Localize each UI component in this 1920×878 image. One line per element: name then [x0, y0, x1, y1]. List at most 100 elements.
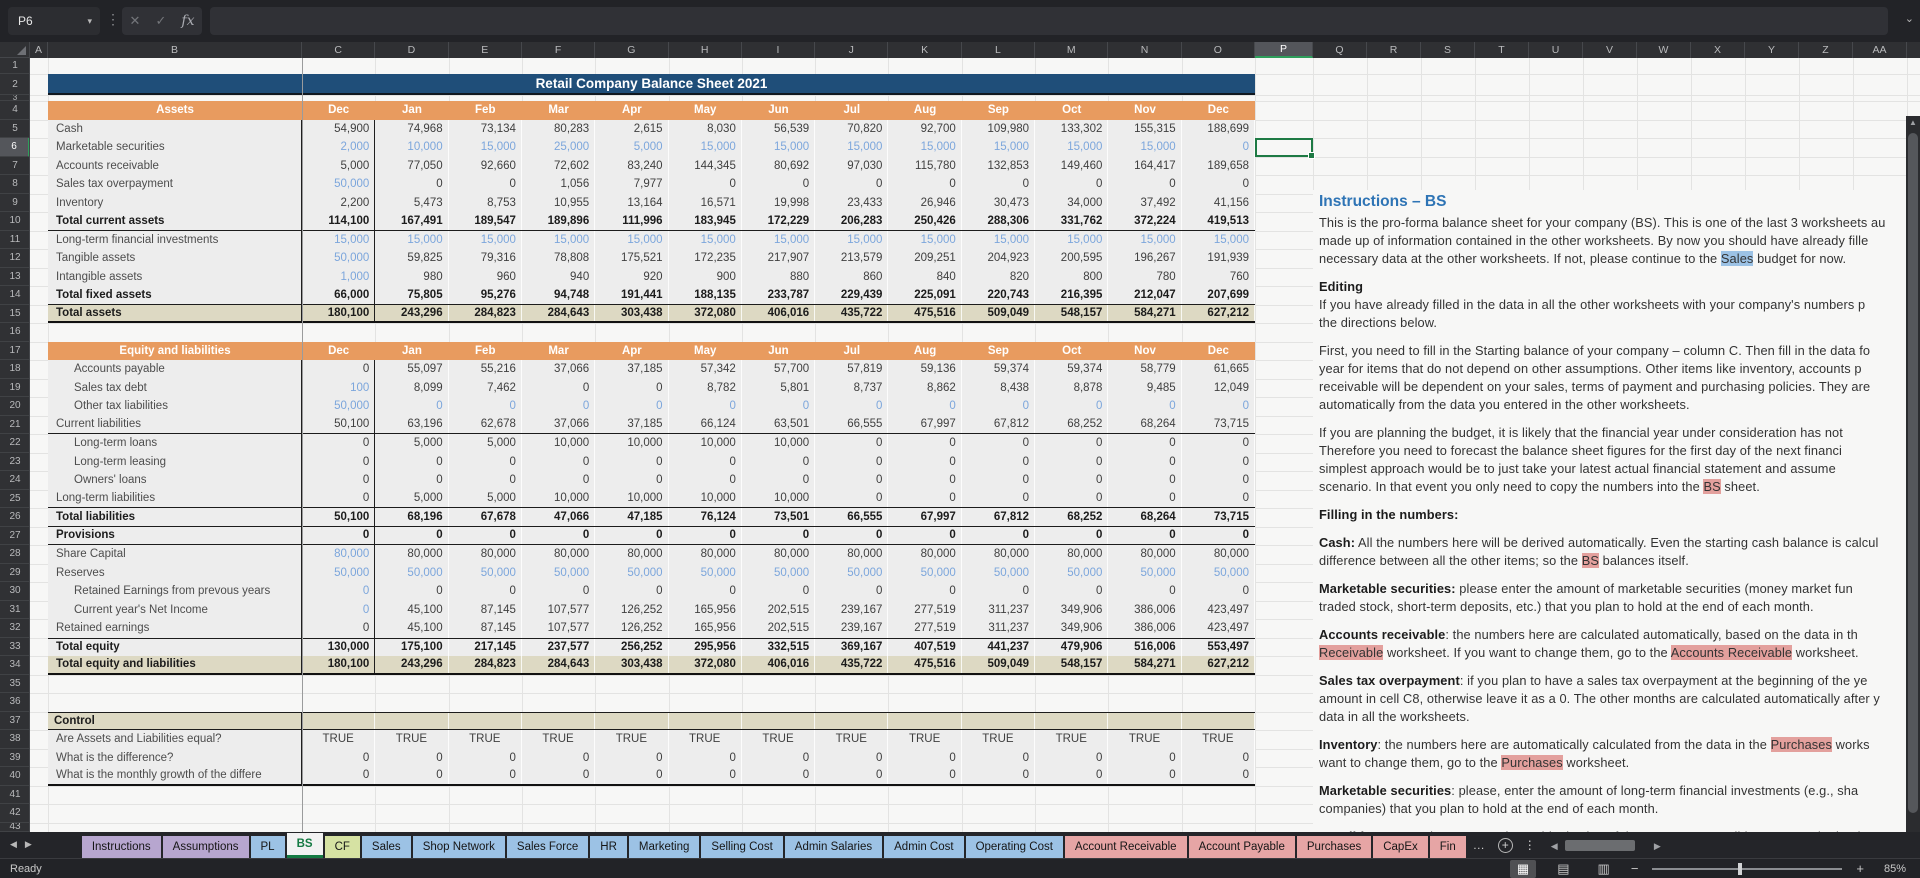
cell[interactable]: 202,515 — [742, 619, 815, 638]
cell[interactable]: 8,753 — [449, 194, 522, 213]
cell[interactable]: 63,196 — [375, 416, 448, 434]
cell[interactable]: 87,145 — [449, 601, 522, 620]
col-header-Y[interactable]: Y — [1745, 42, 1799, 58]
month-header[interactable]: Nov — [1108, 342, 1181, 361]
cell[interactable]: 0 — [962, 527, 1035, 545]
tab-scroll-right-icon[interactable]: ▶ — [25, 839, 32, 850]
cell[interactable]: 67,997 — [888, 508, 961, 526]
cell[interactable] — [449, 713, 522, 730]
col-header-AA[interactable]: AA — [1853, 42, 1907, 58]
cell[interactable]: 0 — [888, 767, 961, 784]
cell[interactable]: 920 — [595, 268, 668, 287]
cell[interactable]: 0 — [449, 527, 522, 545]
cell[interactable]: TRUE — [522, 730, 595, 749]
cell[interactable]: TRUE — [1182, 730, 1255, 749]
month-header[interactable]: Jun — [742, 101, 815, 120]
cell[interactable]: 50,000 — [302, 397, 375, 416]
cell[interactable]: 0 — [1035, 527, 1108, 545]
col-header-K[interactable]: K — [888, 42, 961, 58]
cell[interactable]: 92,660 — [449, 157, 522, 176]
cell[interactable]: 1,056 — [522, 175, 595, 194]
cell[interactable]: 9,485 — [1108, 379, 1181, 398]
col-header-O[interactable]: O — [1182, 42, 1255, 58]
cell[interactable]: 172,235 — [669, 249, 742, 268]
cell[interactable]: 0 — [1108, 582, 1181, 601]
cell[interactable]: 50,000 — [742, 564, 815, 583]
cell[interactable]: 66,000 — [302, 286, 375, 304]
cell[interactable]: 0 — [742, 397, 815, 416]
normal-view-icon[interactable]: ▦ — [1510, 860, 1536, 878]
name-box[interactable]: P6 ▾ — [8, 7, 100, 35]
cell[interactable]: 250,426 — [888, 212, 961, 230]
col-header-L[interactable]: L — [962, 42, 1035, 58]
month-header[interactable]: Jan — [375, 101, 448, 120]
cell[interactable]: 406,016 — [742, 656, 815, 673]
sheet-tab-shop-network[interactable]: Shop Network — [413, 836, 505, 858]
cell[interactable]: 77,050 — [375, 157, 448, 176]
month-header[interactable]: Jan — [375, 342, 448, 361]
cell[interactable]: 207,699 — [1182, 286, 1255, 304]
cell[interactable]: 0 — [888, 490, 961, 508]
cell[interactable]: 0 — [302, 360, 375, 379]
cell[interactable]: 0 — [449, 453, 522, 472]
cell[interactable]: 73,134 — [449, 120, 522, 139]
cell[interactable]: 0 — [669, 397, 742, 416]
cell[interactable]: TRUE — [449, 730, 522, 749]
cell[interactable]: TRUE — [375, 730, 448, 749]
cell[interactable] — [1108, 713, 1181, 730]
col-header-H[interactable]: H — [669, 42, 742, 58]
cell[interactable]: 0 — [595, 471, 668, 490]
cell[interactable]: 0 — [1108, 453, 1181, 472]
cell[interactable]: 0 — [1182, 749, 1255, 768]
sheet-tab-account-payable[interactable]: Account Payable — [1189, 836, 1295, 858]
cell[interactable]: 109,980 — [962, 120, 1035, 139]
cell[interactable]: 0 — [742, 527, 815, 545]
cell[interactable]: 860 — [815, 268, 888, 287]
cell[interactable]: 16,571 — [669, 194, 742, 213]
cell[interactable]: 5,000 — [449, 434, 522, 453]
cell[interactable]: 57,700 — [742, 360, 815, 379]
cell[interactable]: 45,100 — [375, 601, 448, 620]
page-break-view-icon[interactable]: ▥ — [1591, 860, 1617, 878]
cell[interactable]: 58,779 — [1108, 360, 1181, 379]
cell[interactable]: 68,252 — [1035, 416, 1108, 434]
page-layout-view-icon[interactable]: ▤ — [1550, 860, 1576, 878]
cell[interactable]: 133,302 — [1035, 120, 1108, 139]
cell[interactable]: 0 — [1035, 490, 1108, 508]
cell[interactable]: 155,315 — [1108, 120, 1181, 139]
cell[interactable]: 0 — [302, 767, 375, 784]
cell[interactable]: 284,643 — [522, 656, 595, 673]
cell[interactable]: 331,762 — [1035, 212, 1108, 230]
cell[interactable]: 76,124 — [669, 508, 742, 526]
cell[interactable]: 68,252 — [1035, 508, 1108, 526]
cell[interactable]: 62,678 — [449, 416, 522, 434]
row-header-19[interactable]: 19 — [0, 379, 30, 398]
row-header-8[interactable]: 8 — [0, 175, 30, 194]
cell[interactable]: 0 — [669, 471, 742, 490]
cell[interactable] — [962, 713, 1035, 730]
cell[interactable]: 8,878 — [1035, 379, 1108, 398]
cell[interactable]: 0 — [522, 471, 595, 490]
month-header[interactable]: Mar — [522, 342, 595, 361]
month-header[interactable]: Apr — [595, 342, 668, 361]
expand-formula-bar-icon[interactable]: ⌄ — [1905, 12, 1914, 25]
cell[interactable]: 0 — [669, 749, 742, 768]
cell[interactable]: 0 — [742, 749, 815, 768]
row-header-7[interactable]: 7 — [0, 157, 30, 176]
cell[interactable]: 584,271 — [1108, 305, 1181, 322]
cell[interactable]: 0 — [1182, 397, 1255, 416]
cell[interactable]: 0 — [1182, 138, 1255, 157]
cell[interactable]: 277,519 — [888, 619, 961, 638]
cell[interactable]: 0 — [1035, 471, 1108, 490]
row-header-32[interactable]: 32 — [0, 619, 30, 638]
cell[interactable]: 50,000 — [1182, 564, 1255, 583]
cell[interactable]: 67,812 — [962, 416, 1035, 434]
cell[interactable] — [888, 713, 961, 730]
cell[interactable]: 73,715 — [1182, 416, 1255, 434]
sheet-tab-marketing[interactable]: Marketing — [629, 836, 700, 858]
cell[interactable]: 0 — [375, 582, 448, 601]
cell[interactable]: 0 — [302, 527, 375, 545]
cell[interactable]: 1,000 — [302, 268, 375, 287]
cell[interactable]: 5,473 — [375, 194, 448, 213]
cell[interactable]: 332,515 — [742, 639, 815, 657]
